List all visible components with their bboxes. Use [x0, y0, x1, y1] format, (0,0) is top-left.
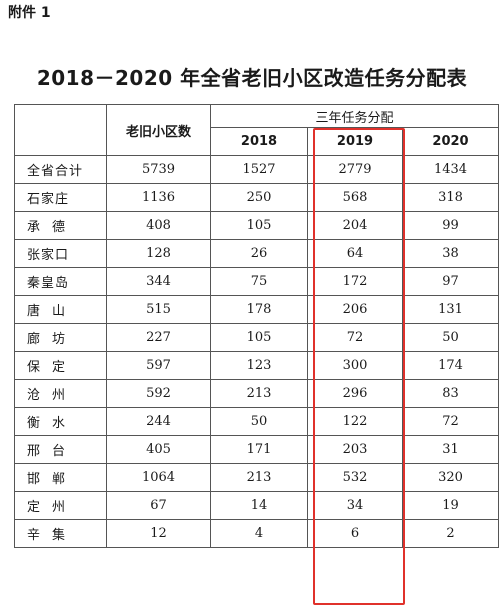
old-count-cell: 244	[106, 407, 211, 436]
year-2018-cell: 50	[210, 407, 308, 436]
table-row: 秦皇岛 344 75 172 97	[14, 267, 499, 296]
region-name-cell: 承德	[14, 211, 107, 240]
year-2019-cell: 206	[307, 295, 403, 324]
table-row: 衡水 244 50 122 72	[14, 407, 499, 436]
year-2018-cell: 171	[210, 435, 308, 464]
region-name-cell: 张家口	[14, 239, 107, 268]
region-name-cell: 秦皇岛	[14, 267, 107, 296]
year-2019-cell: 122	[307, 407, 403, 436]
table-row: 辛集 12 4 6 2	[14, 519, 499, 548]
header-old-communities: 老旧小区数	[106, 104, 211, 156]
year-2018-cell: 213	[210, 463, 308, 492]
year-2018-cell: 178	[210, 295, 308, 324]
year-2020-cell: 1434	[402, 155, 499, 184]
table-row: 承德 408 105 204 99	[14, 211, 499, 240]
region-name-cell: 衡水	[14, 407, 107, 436]
year-2019-cell: 2779	[307, 155, 403, 184]
header-corner-cell	[14, 104, 107, 156]
year-2019-cell: 532	[307, 463, 403, 492]
region-name-cell: 邢台	[14, 435, 107, 464]
region-name-cell: 定州	[14, 491, 107, 520]
year-2020-cell: 99	[402, 211, 499, 240]
year-2020-cell: 318	[402, 183, 499, 212]
table-row: 唐山 515 178 206 131	[14, 295, 499, 324]
header-year-2020: 2020	[402, 127, 499, 156]
year-2018-cell: 250	[210, 183, 308, 212]
old-count-cell: 67	[106, 491, 211, 520]
table-row: 全省合计 5739 1527 2779 1434	[14, 155, 499, 184]
year-2018-cell: 213	[210, 379, 308, 408]
year-2018-cell: 75	[210, 267, 308, 296]
year-2020-cell: 320	[402, 463, 499, 492]
table-row: 石家庄 1136 250 568 318	[14, 183, 499, 212]
year-2020-cell: 38	[402, 239, 499, 268]
year-2019-cell: 204	[307, 211, 403, 240]
old-count-cell: 5739	[106, 155, 211, 184]
allocation-table: 老旧小区数 三年任务分配 2018 2019 2020 全省合计 5739 1527…	[14, 104, 499, 548]
region-name-cell: 沧州	[14, 379, 107, 408]
year-2020-cell: 19	[402, 491, 499, 520]
year-2018-cell: 1527	[210, 155, 308, 184]
year-2018-cell: 26	[210, 239, 308, 268]
old-count-cell: 1064	[106, 463, 211, 492]
old-count-cell: 592	[106, 379, 211, 408]
table-row: 邢台 405 171 203 31	[14, 435, 499, 464]
year-2020-cell: 2	[402, 519, 499, 548]
year-2018-cell: 105	[210, 211, 308, 240]
old-count-cell: 515	[106, 295, 211, 324]
year-2019-cell: 568	[307, 183, 403, 212]
old-count-cell: 227	[106, 323, 211, 352]
old-count-cell: 12	[106, 519, 211, 548]
year-2020-cell: 174	[402, 351, 499, 380]
old-count-cell: 1136	[106, 183, 211, 212]
old-count-cell: 344	[106, 267, 211, 296]
table-row: 保定 597 123 300 174	[14, 351, 499, 380]
table-row: 张家口 128 26 64 38	[14, 239, 499, 268]
year-2019-cell: 72	[307, 323, 403, 352]
table-row: 沧州 592 213 296 83	[14, 379, 499, 408]
year-2018-cell: 14	[210, 491, 308, 520]
year-2019-cell: 203	[307, 435, 403, 464]
attachment-label: 附件 1	[8, 5, 51, 21]
year-2019-cell: 6	[307, 519, 403, 548]
old-count-cell: 408	[106, 211, 211, 240]
old-count-cell: 128	[106, 239, 211, 268]
year-2019-cell: 300	[307, 351, 403, 380]
year-2019-cell: 296	[307, 379, 403, 408]
header-year-2019: 2019	[307, 127, 403, 156]
year-2020-cell: 50	[402, 323, 499, 352]
header-year-2018: 2018	[210, 127, 308, 156]
year-2018-cell: 123	[210, 351, 308, 380]
region-name-cell: 唐山	[14, 295, 107, 324]
table-body: 全省合计 5739 1527 2779 1434 石家庄 1136 250 568 318 承德 40…	[14, 155, 499, 548]
year-2018-cell: 4	[210, 519, 308, 548]
table-row: 廊坊 227 105 72 50	[14, 323, 499, 352]
region-name-cell: 辛集	[14, 519, 107, 548]
region-name-cell: 保定	[14, 351, 107, 380]
region-name-cell: 廊坊	[14, 323, 107, 352]
header-three-year-allocation: 三年任务分配	[210, 104, 499, 128]
year-2020-cell: 72	[402, 407, 499, 436]
year-2019-cell: 64	[307, 239, 403, 268]
year-2020-cell: 97	[402, 267, 499, 296]
year-2020-cell: 31	[402, 435, 499, 464]
year-2018-cell: 105	[210, 323, 308, 352]
old-count-cell: 597	[106, 351, 211, 380]
table-row: 定州 67 14 34 19	[14, 491, 499, 520]
document-title: 2018－2020 年全省老旧小区改造任务分配表	[36, 66, 468, 90]
region-name-cell: 邯郸	[14, 463, 107, 492]
old-count-cell: 405	[106, 435, 211, 464]
table-row: 邯郸 1064 213 532 320	[14, 463, 499, 492]
year-2019-cell: 34	[307, 491, 403, 520]
year-2020-cell: 131	[402, 295, 499, 324]
region-name-cell: 全省合计	[14, 155, 107, 184]
region-name-cell: 石家庄	[14, 183, 107, 212]
year-2020-cell: 83	[402, 379, 499, 408]
year-2019-cell: 172	[307, 267, 403, 296]
